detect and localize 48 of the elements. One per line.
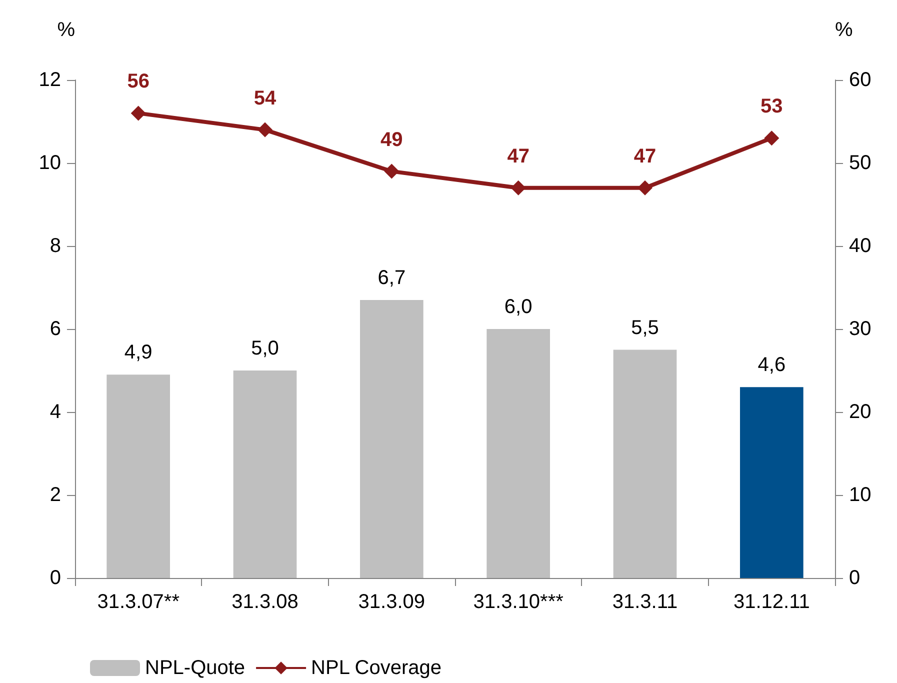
point	[510, 180, 526, 196]
data-label: 54	[254, 87, 277, 110]
bar	[486, 329, 550, 578]
y-tick-label: 6	[50, 318, 61, 340]
bar	[233, 370, 297, 578]
y2-tick-label: 0	[849, 567, 860, 589]
y2-tick-label: 20	[849, 401, 872, 423]
y2-tick-label: 60	[849, 69, 872, 91]
y2-tick-label: 10	[849, 484, 872, 506]
data-label: 4,9	[124, 342, 152, 364]
data-label: 47	[634, 145, 656, 168]
data-label: 5,0	[251, 338, 279, 360]
data-label: 53	[760, 96, 783, 118]
legend-label: NPL Coverage	[311, 657, 442, 679]
x-tick-label: 31.3.08	[232, 591, 298, 613]
y2-axis-title: %	[835, 19, 853, 41]
point	[130, 106, 146, 121]
y-tick-label: 10	[38, 152, 61, 174]
data-label: 49	[380, 128, 403, 151]
y-tick-label: 12	[38, 69, 61, 91]
bar	[106, 374, 170, 578]
legend-label: NPL-Quote	[145, 657, 246, 679]
y2-tick-label: 40	[849, 235, 872, 257]
y-tick-label: 8	[50, 235, 61, 257]
y2-tick-label: 50	[849, 152, 872, 174]
point	[638, 180, 652, 196]
point	[258, 122, 272, 138]
point	[384, 164, 400, 179]
x-tick-label: 31.3.11	[612, 591, 678, 613]
x-tick-label: 31.12.11	[733, 591, 810, 613]
point	[764, 130, 780, 146]
data-label: 5,5	[631, 316, 659, 339]
bar	[740, 387, 804, 578]
data-label: 47	[507, 145, 530, 168]
y-tick-label: 0	[50, 567, 61, 589]
y-tick-label: 4	[50, 401, 61, 423]
x-tick-label: 31.3.07**	[97, 591, 180, 613]
bar	[613, 350, 677, 578]
data-label: 56	[127, 70, 150, 93]
x-tick-label: 31.3.10***	[473, 591, 564, 613]
bar	[360, 300, 424, 578]
data-label: 6,7	[378, 266, 406, 289]
x-tick-label: 31.3.09	[358, 591, 426, 613]
y-tick-label: 2	[50, 484, 61, 506]
data-label: 4,6	[758, 354, 786, 376]
y2-tick-label: 30	[849, 318, 872, 340]
data-label: 6,0	[504, 296, 532, 318]
y-axis-title: %	[57, 19, 76, 41]
